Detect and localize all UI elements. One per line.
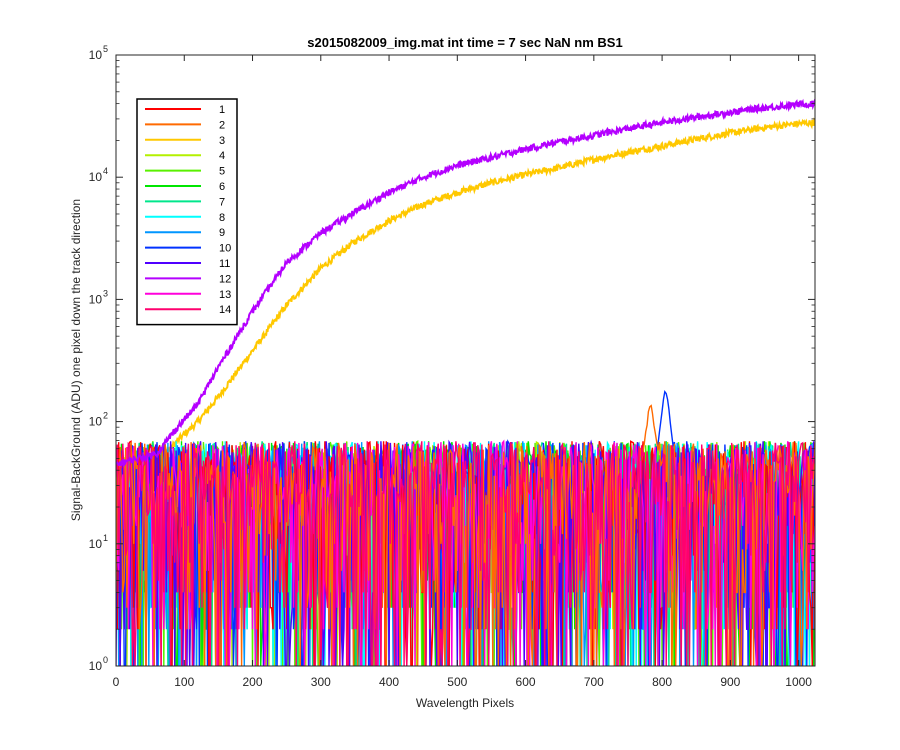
legend-label-1: 1 bbox=[219, 104, 225, 116]
y-tick-exponent: 4 bbox=[103, 166, 108, 176]
series-line-3 bbox=[116, 117, 815, 475]
legend-label-6: 6 bbox=[219, 181, 225, 193]
series-line-12 bbox=[116, 98, 815, 468]
y-tick-exponent: 0 bbox=[103, 655, 108, 665]
chart-title: s2015082009_img.mat int time = 7 sec NaN… bbox=[307, 35, 622, 50]
legend-label-3: 3 bbox=[219, 135, 225, 147]
x-tick-label: 500 bbox=[447, 675, 467, 689]
y-tick-label: 10 bbox=[89, 659, 103, 673]
y-tick-label: 10 bbox=[89, 292, 103, 306]
legend-box bbox=[136, 98, 238, 326]
legend-label-7: 7 bbox=[219, 196, 225, 208]
x-tick-label: 400 bbox=[379, 675, 399, 689]
y-axis-label: Signal-BackGround (ADU) one pixel down t… bbox=[69, 199, 83, 521]
y-tick-exponent: 2 bbox=[103, 411, 108, 421]
y-tick-exponent: 1 bbox=[103, 533, 108, 543]
series-layer bbox=[116, 98, 815, 666]
y-tick-label: 10 bbox=[89, 415, 103, 429]
x-tick-label: 800 bbox=[652, 675, 672, 689]
x-tick-label: 600 bbox=[516, 675, 536, 689]
legend-label-5: 5 bbox=[219, 166, 225, 178]
x-axis: 0 100 200 300 400 500 600 700 800 900 1000 bbox=[113, 55, 812, 689]
plot-frame bbox=[115, 54, 816, 667]
legend-label-4: 4 bbox=[219, 150, 225, 162]
y-tick-exponent: 5 bbox=[103, 44, 108, 54]
y-tick-label: 10 bbox=[89, 537, 103, 551]
y-tick-label: 10 bbox=[89, 48, 103, 62]
legend-label-10: 10 bbox=[219, 243, 231, 255]
legend-label-13: 13 bbox=[219, 289, 231, 301]
y-tick-label: 10 bbox=[89, 170, 103, 184]
legend-label-11: 11 bbox=[219, 258, 230, 270]
x-tick-label: 300 bbox=[311, 675, 331, 689]
x-tick-label: 200 bbox=[243, 675, 263, 689]
legend-label-9: 9 bbox=[219, 227, 225, 239]
x-tick-label: 1000 bbox=[785, 675, 812, 689]
x-tick-label: 100 bbox=[174, 675, 194, 689]
x-axis-label: Wavelength Pixels bbox=[416, 696, 514, 710]
series-line-14 bbox=[116, 441, 815, 666]
y-tick-exponent: 3 bbox=[103, 288, 108, 298]
x-tick-label: 700 bbox=[584, 675, 604, 689]
legend-label-8: 8 bbox=[219, 212, 225, 224]
x-tick-label: 0 bbox=[113, 675, 120, 689]
legend-label-14: 14 bbox=[219, 304, 231, 316]
legend-label-2: 2 bbox=[219, 119, 225, 131]
x-tick-label: 900 bbox=[720, 675, 740, 689]
legend-label-12: 12 bbox=[219, 273, 231, 285]
